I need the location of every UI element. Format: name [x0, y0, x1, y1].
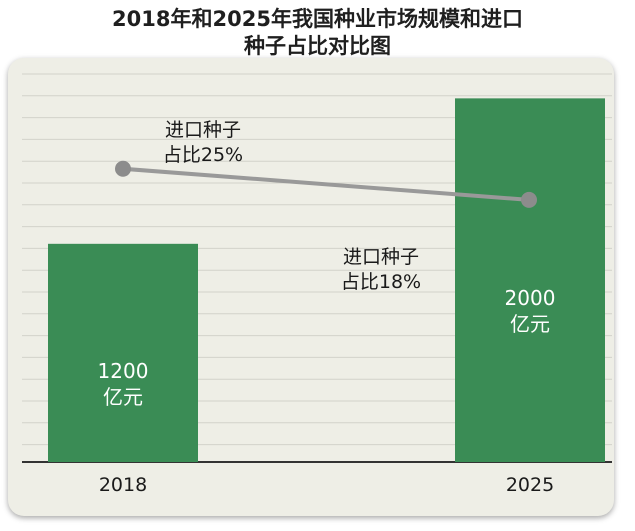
x-tick-label-2025: 2025 — [506, 474, 554, 496]
import-share-point-2018 — [115, 160, 131, 177]
x-tick-label-2018: 2018 — [99, 474, 147, 496]
bar-value-label-2018: 1200 亿元 — [98, 359, 149, 409]
import-share-label-2025: 进口种子占比18% — [341, 246, 421, 293]
chart-title-line-2: 种子占比对比图 — [244, 34, 391, 58]
bar-2025 — [455, 98, 605, 462]
import-share-label-2018: 进口种子占比25% — [163, 119, 243, 166]
import-share-point-2025 — [521, 191, 537, 208]
import-share-line — [122, 166, 530, 202]
chart-title: 2018年和2025年我国种业市场规模和进口 种子占比对比图 — [0, 6, 635, 60]
bar-value-label-2025: 2000 亿元 — [505, 286, 556, 336]
chart-title-line-1: 2018年和2025年我国种业市场规模和进口 — [112, 7, 523, 31]
bar-2018 — [48, 243, 198, 462]
